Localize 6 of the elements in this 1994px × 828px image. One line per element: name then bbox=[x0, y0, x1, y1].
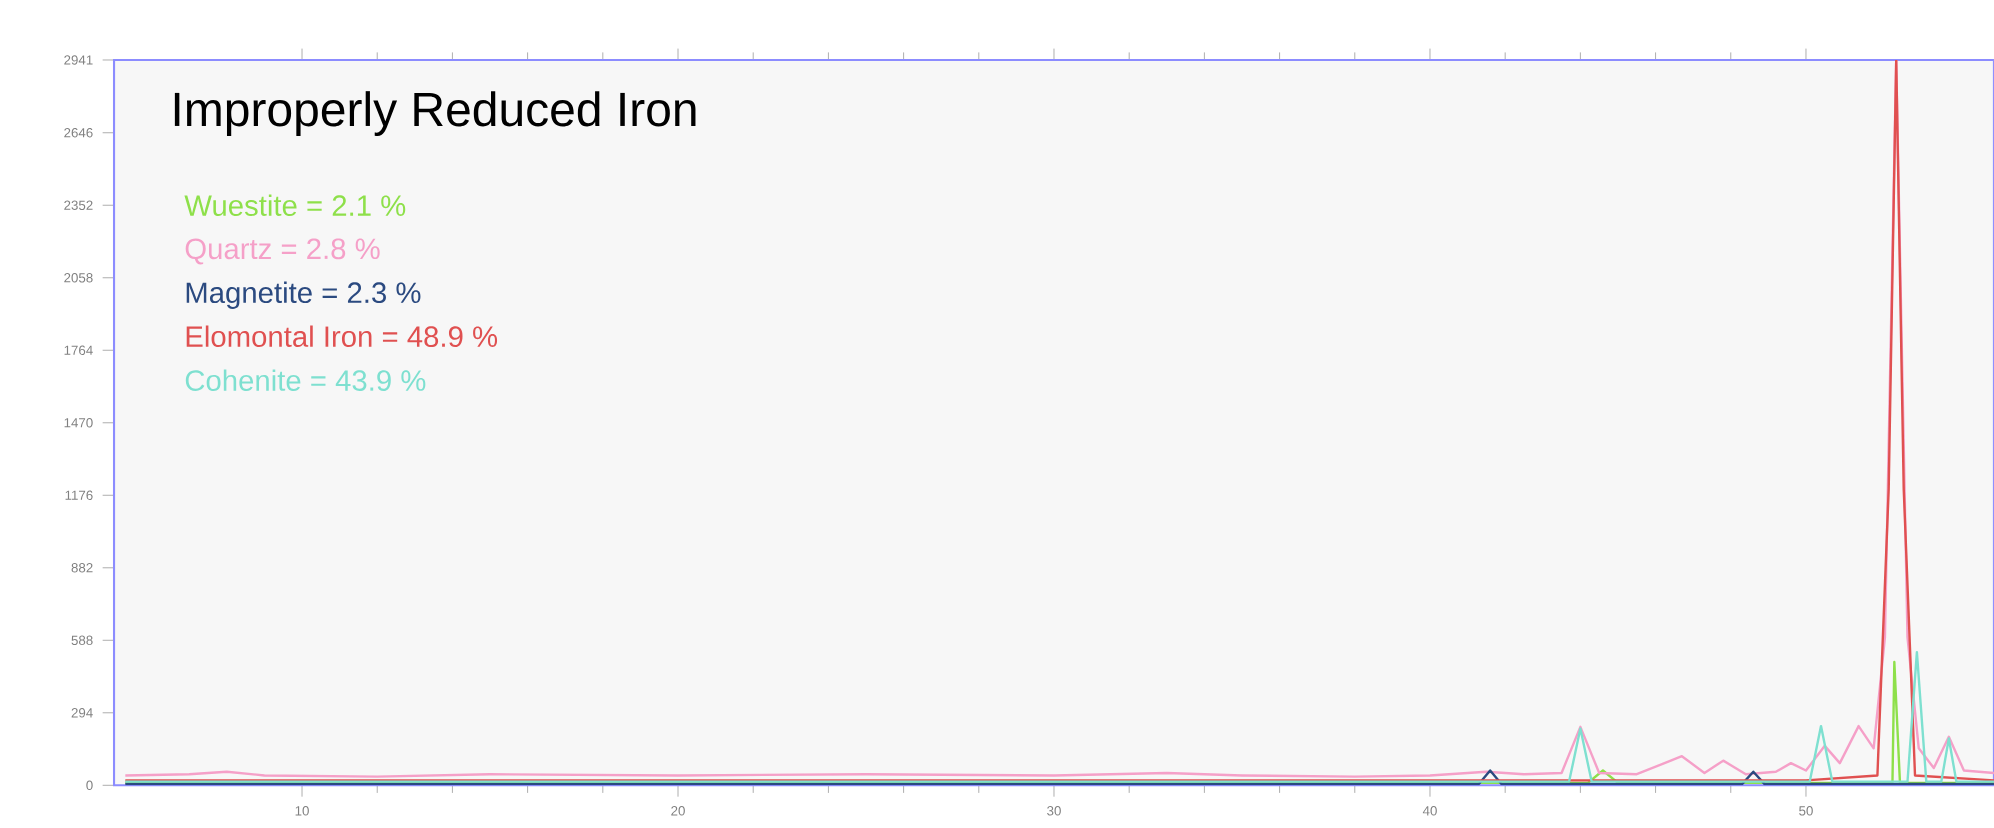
text: Quartz = 2.8 % bbox=[185, 238, 380, 265]
text: Cohenite = 43.9 % bbox=[185, 369, 426, 391]
text: Wuestite = 2.1 % bbox=[184, 194, 406, 217]
text: Magnetite = 2.3 % bbox=[186, 281, 421, 309]
text: Elomontal Iron = 48.9 % bbox=[186, 325, 498, 348]
text: Improperly Reduced Iron bbox=[174, 91, 696, 136]
